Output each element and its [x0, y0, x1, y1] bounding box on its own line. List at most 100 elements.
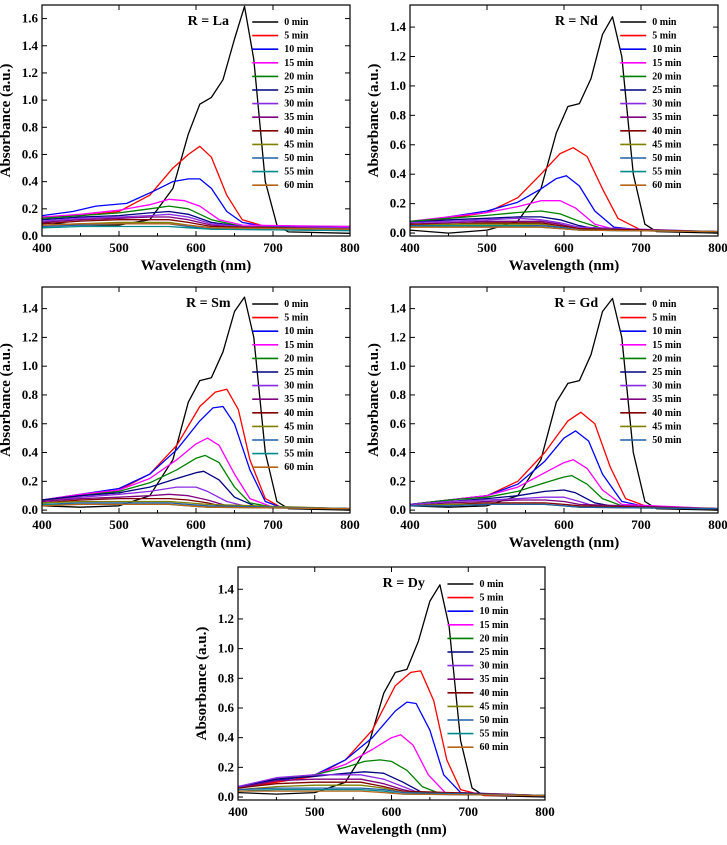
x-tick-label: 600: [554, 517, 574, 532]
legend-label: 55 min: [652, 167, 682, 178]
legend-label: 40 min: [284, 408, 314, 419]
legend-label: 20 min: [652, 353, 682, 364]
legend-label: 10 min: [284, 44, 314, 55]
legend-label: 35 min: [652, 112, 682, 123]
legend-label: 15 min: [284, 58, 314, 69]
panel-title: R = Gd: [554, 296, 598, 311]
legend-label: 40 min: [284, 126, 314, 137]
legend-label: 15 min: [284, 340, 314, 351]
x-tick-label: 400: [32, 517, 52, 532]
series-line-10-min: [410, 175, 718, 233]
x-tick-label: 500: [109, 240, 129, 255]
series-line-50-min: [42, 502, 350, 510]
series-line-20-min: [42, 454, 350, 510]
legend-label: 5 min: [652, 313, 677, 324]
panel-title: R = Dy: [383, 576, 425, 591]
y-tick-label: 1.0: [22, 92, 38, 107]
legend-label: 55 min: [284, 449, 314, 460]
x-tick-label: 600: [382, 804, 402, 819]
y-tick-label: 0.0: [390, 502, 406, 517]
x-tick-label: 600: [186, 517, 206, 532]
legend-label: 15 min: [479, 620, 509, 631]
legend-label: 45 min: [652, 421, 682, 432]
legend-label: 5 min: [652, 31, 677, 42]
series-line-15-min: [42, 437, 350, 510]
x-axis-label: Wavelength (nm): [336, 822, 446, 838]
legend-label: 35 min: [284, 112, 314, 123]
series-line-60-min: [42, 223, 350, 230]
legend-label: 45 min: [284, 421, 314, 432]
y-tick-label: 0.0: [22, 228, 38, 243]
series-line-20-min: [410, 210, 718, 233]
legend: 0 min 5 min 10 min 15 min 20 min 25 min 30 min…: [447, 579, 509, 753]
series-line-60-min: [410, 226, 718, 233]
series-line-45-min: [42, 500, 350, 510]
y-tick-label: 1.2: [218, 611, 234, 626]
x-tick-label: 800: [340, 240, 360, 255]
panel-title: R = La: [188, 14, 229, 29]
x-tick-label: 800: [708, 240, 727, 255]
legend: 0 min 5 min 10 min 15 min 20 min 25 min 30 min…: [620, 17, 682, 191]
legend-label: 10 min: [652, 326, 682, 337]
y-tick-label: 0.8: [218, 670, 235, 685]
legend-label: 55 min: [284, 167, 314, 178]
legend-label: 25 min: [284, 85, 314, 96]
series-group: [238, 584, 545, 798]
legend-label: 50 min: [479, 715, 509, 726]
x-tick-label: 700: [459, 804, 479, 819]
x-tick-label: 700: [263, 240, 283, 255]
legend-label: 0 min: [284, 17, 309, 28]
x-tick-label: 800: [708, 517, 727, 532]
x-tick-label: 400: [400, 240, 420, 255]
legend-label: 35 min: [652, 394, 682, 405]
legend-label: 35 min: [284, 394, 314, 405]
legend-label: 30 min: [652, 381, 682, 392]
x-tick-label: 400: [228, 804, 248, 819]
legend: 0 min 5 min 10 min 15 min 20 min 25 min 30 min…: [252, 17, 314, 191]
series-line-0-min: [238, 584, 545, 798]
series-line-15-min: [410, 459, 718, 510]
legend-label: 60 min: [284, 462, 314, 473]
y-tick-label: 0.4: [22, 445, 39, 460]
y-tick-label: 1.2: [22, 65, 38, 80]
legend-label: 20 min: [284, 71, 314, 82]
legend: 0 min 5 min 10 min 15 min 20 min 25 min 30 min…: [620, 299, 682, 446]
y-tick-label: 0.0: [390, 225, 406, 240]
legend-label: 25 min: [652, 367, 682, 378]
legend-label: 5 min: [284, 313, 309, 324]
y-axis-label: Absorbance (a.u.): [366, 64, 382, 178]
x-tick-label: 700: [263, 517, 283, 532]
legend-label: 10 min: [479, 606, 509, 617]
legend-label: 40 min: [479, 688, 509, 699]
y-tick-label: 0.4: [390, 166, 407, 181]
legend-label: 30 min: [284, 381, 314, 392]
y-tick-label: 1.4: [390, 19, 407, 34]
legend-label: 30 min: [479, 661, 509, 672]
x-tick-label: 500: [305, 804, 325, 819]
series-line-30-min: [42, 213, 350, 229]
chart-panel-1: 400 500 600 700 800 0.0 0.2 0.4 0.6 0.8 1.0 1.2 1.4 1…: [0, 4, 360, 274]
series-group: [42, 5, 350, 234]
y-tick-label: 0.2: [390, 473, 406, 488]
legend-label: 40 min: [652, 408, 682, 419]
x-tick-label: 600: [186, 240, 206, 255]
legend-label: 50 min: [652, 153, 682, 164]
legend: 0 min 5 min 10 min 15 min 20 min 25 min 30 min…: [252, 299, 314, 473]
legend-label: 55 min: [479, 729, 509, 740]
legend-label: 15 min: [652, 58, 682, 69]
x-tick-label: 500: [477, 240, 497, 255]
series-line-60-min: [238, 790, 545, 797]
series-group: [410, 16, 718, 234]
legend-label: 50 min: [284, 153, 314, 164]
chart-panel-2: 400 500 600 700 800 0.0 0.2 0.4 0.6 0.8 1.0 1.2 1.4 W…: [366, 4, 727, 274]
panel-title: R = Sm: [186, 296, 231, 311]
legend-label: 0 min: [284, 299, 309, 310]
y-axis-label: Absorbance (a.u.): [194, 627, 210, 741]
legend-label: 50 min: [284, 435, 314, 446]
legend-label: 35 min: [479, 674, 509, 685]
series-line-30-min: [410, 217, 718, 233]
series-line-30-min: [42, 486, 350, 510]
y-tick-label: 0.8: [390, 107, 407, 122]
y-tick-label: 1.6: [22, 11, 39, 26]
y-tick-label: 1.0: [390, 358, 406, 373]
